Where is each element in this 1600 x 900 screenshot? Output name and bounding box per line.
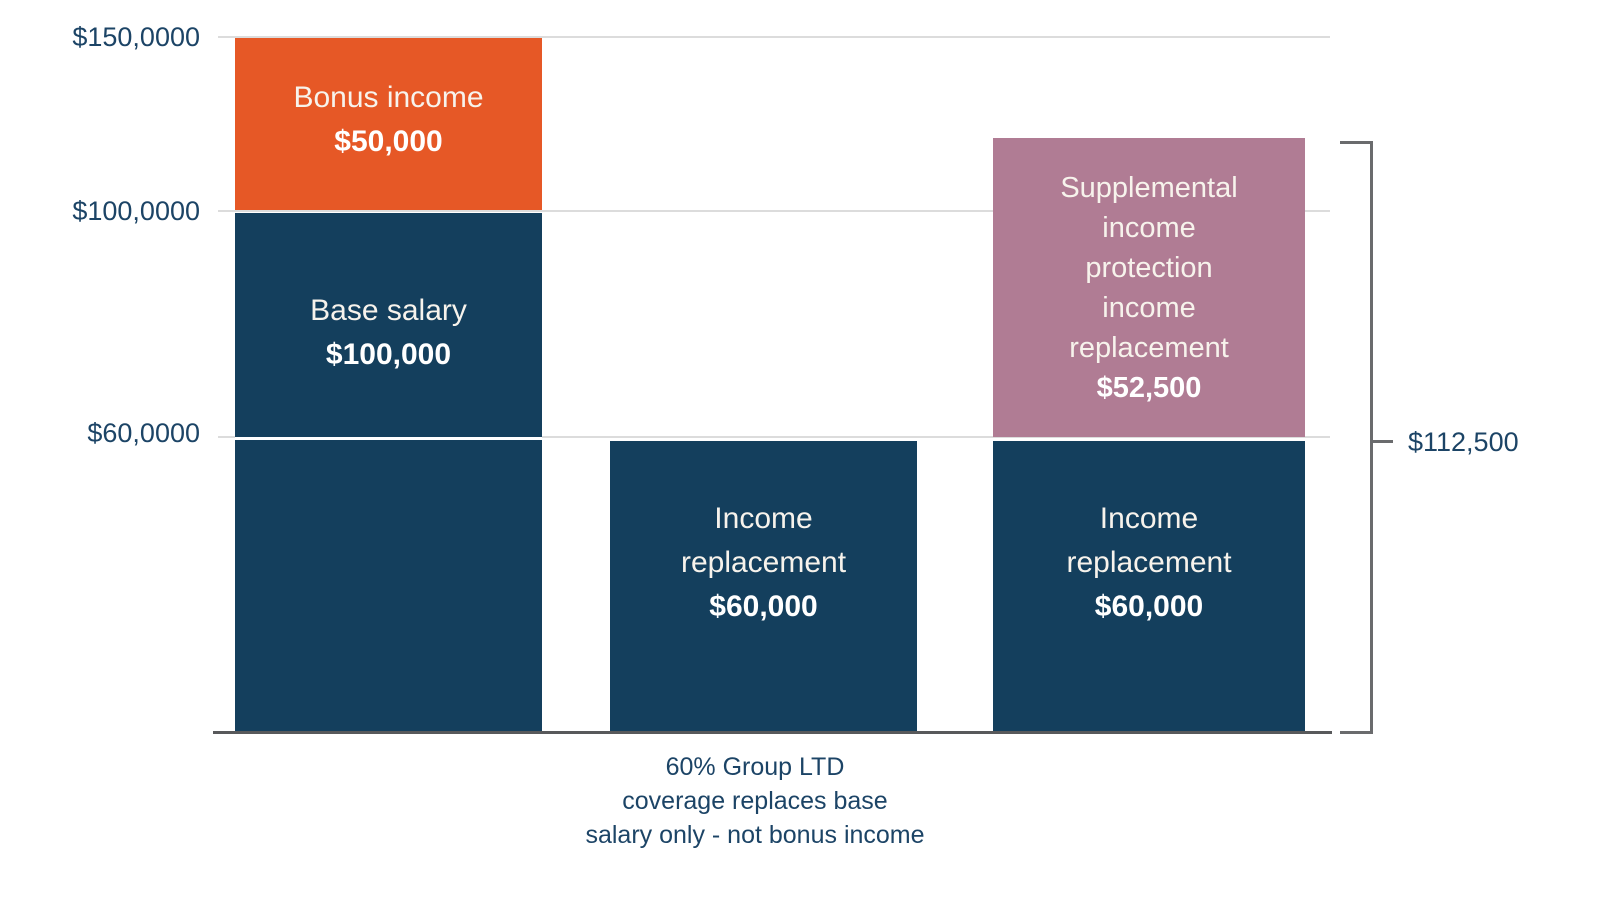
caption-line: 60% Group LTD [665,753,845,781]
total-bracket-top-cap [1340,141,1373,144]
segment-base-salary [235,213,542,731]
caption-line: coverage replaces base [622,787,888,815]
segment-label-line: Income [714,502,813,535]
segment-label-line: Income [1099,502,1199,535]
base-salary-label: Base salary $100,000 [235,289,542,377]
total-bracket-vertical [1370,141,1373,734]
segment-value: $60,000 [1094,590,1204,623]
segment-value: $50,000 [334,125,443,158]
segment-income-replacement-supp [993,441,1305,731]
segment-income-replacement-ltd [610,441,917,731]
segment-value: $60,000 [709,590,818,623]
segment-value: $52,500 [1096,372,1202,404]
bonus-income-label: Bonus income $50,000 [235,76,542,164]
gridline-60000 [218,436,1330,438]
segment-label-line: income [1102,212,1196,244]
segment-label: Bonus income [293,81,484,114]
y-tick-60000: $60,0000 [87,418,200,448]
segment-label-line: replacement [680,546,847,579]
income-replacement-supp-label: Income replacement $60,000 [993,497,1305,629]
supplemental-protection-label: Supplemental income protection income re… [993,168,1305,408]
caption-line: salary only - not bonus income [585,821,925,849]
y-tick-150000: $150,0000 [72,22,200,52]
bracket-total-label: $112,500 [1408,427,1519,457]
segment-label-line: protection [1085,252,1213,284]
segment-label-line: Supplemental [1060,172,1238,204]
gridline-150000 [218,36,1330,38]
segment-label-line: replacement [1066,546,1232,579]
segment-label-line: replacement [1069,332,1229,364]
segment-value: $100,000 [325,338,452,371]
segment-label: Base salary [310,294,467,327]
chart-caption: 60% Group LTD coverage replaces base sal… [455,750,1055,852]
income-replacement-ltd-label: Income replacement $60,000 [610,497,917,629]
gridline-crossing-bar1-60000 [235,437,542,440]
gridline-100000 [218,210,1330,212]
y-tick-100000: $100,0000 [72,196,200,226]
segment-supplemental-protection [993,138,1305,437]
total-bracket-bottom-cap [1340,731,1373,734]
segment-bonus-income [235,38,542,211]
total-bracket-mid-tick [1373,440,1393,443]
segment-label-line: income [1102,292,1196,324]
gridline-crossing-bar1-100000 [235,210,542,212]
x-axis-line [213,731,1332,734]
